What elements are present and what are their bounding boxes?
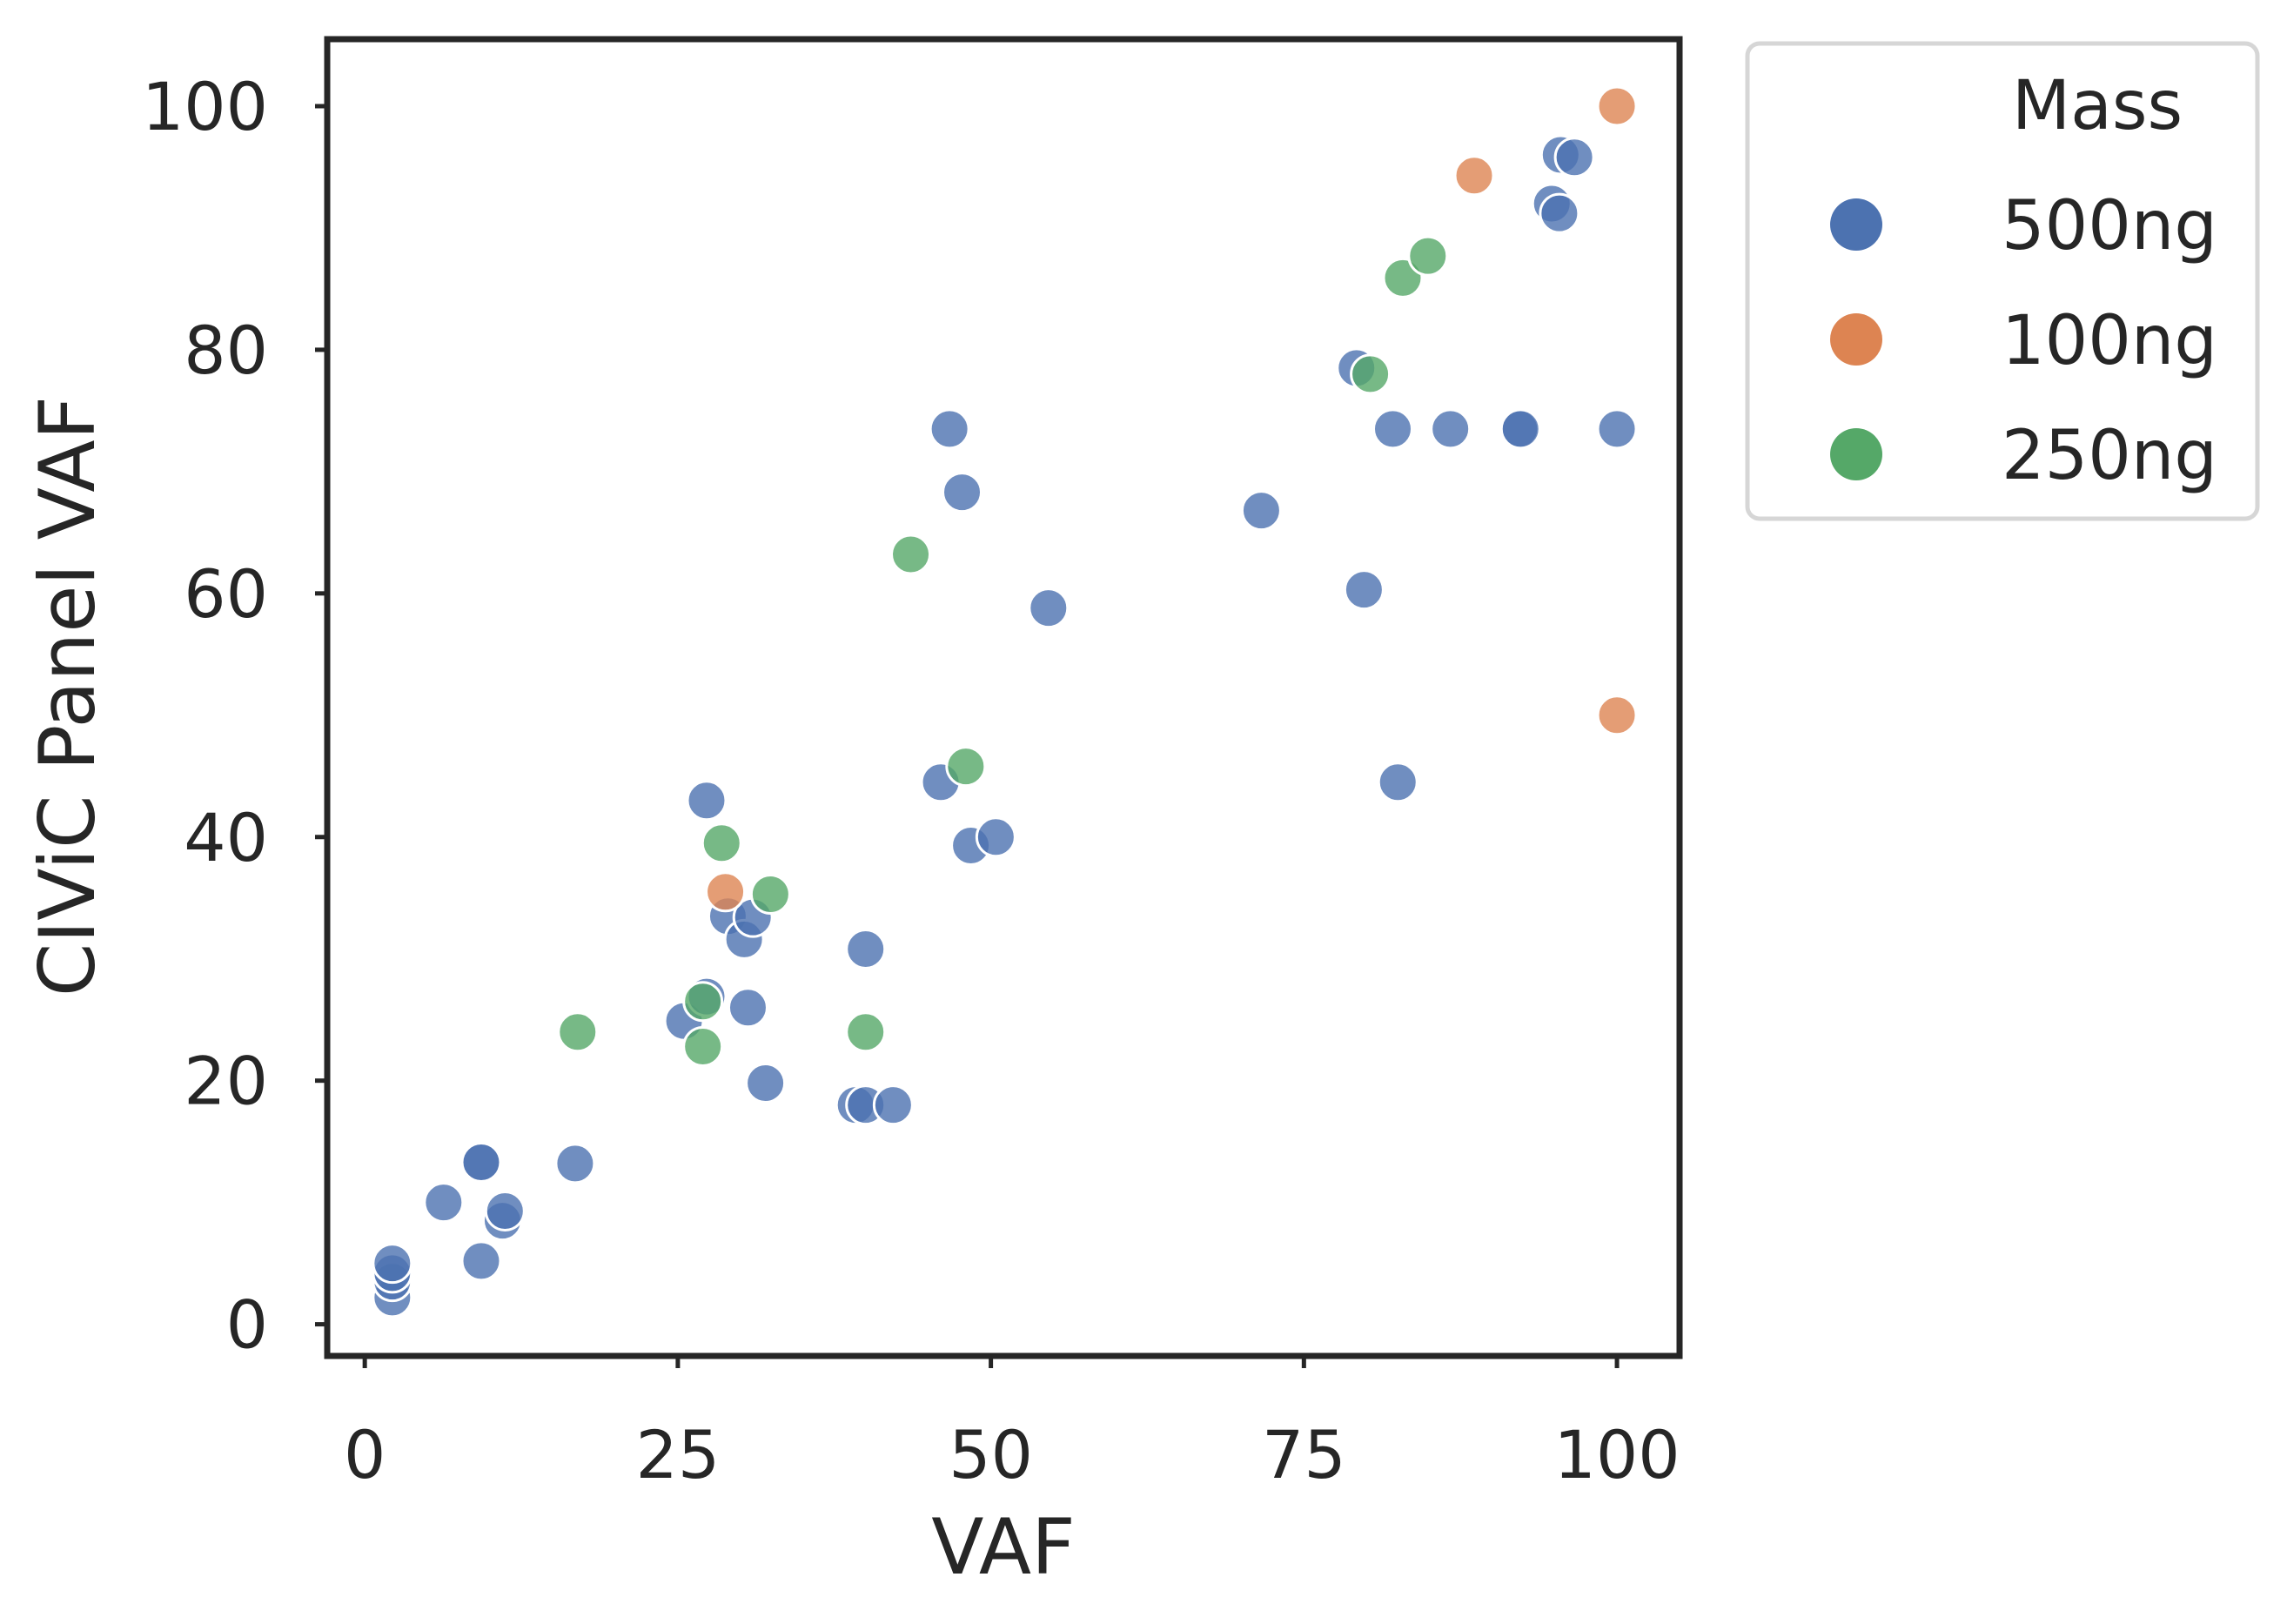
data-point-250ng-10 — [1407, 235, 1449, 277]
data-point-100ng-0 — [705, 871, 747, 913]
data-point-100ng-1 — [1453, 155, 1495, 197]
y-tick-label: 20 — [184, 1043, 268, 1120]
data-point-500ng-4 — [423, 1182, 465, 1224]
data-point-500ng-9 — [484, 1190, 526, 1231]
legend-label: 500ng — [2002, 187, 2217, 265]
data-point-500ng-24 — [929, 408, 970, 450]
data-point-250ng-6 — [890, 534, 932, 575]
series-100ng — [705, 85, 1638, 913]
x-tick-label: 75 — [1262, 1416, 1346, 1493]
y-tick-label: 80 — [184, 312, 268, 389]
legend-marker — [1830, 428, 1882, 480]
data-point-500ng-16 — [727, 987, 768, 1029]
data-point-250ng-3 — [701, 822, 742, 864]
legend-entry-100ng: 100ng — [1830, 302, 2217, 380]
data-point-500ng-31 — [1343, 569, 1385, 611]
data-point-500ng-13 — [686, 780, 728, 822]
legend-entry-500ng: 500ng — [1830, 187, 2217, 265]
legend-box — [1745, 41, 2260, 521]
data-point-250ng-1 — [682, 981, 724, 1023]
data-point-500ng-38 — [1539, 192, 1580, 234]
legend-entry-250ng: 250ng — [1830, 417, 2217, 495]
x-tick-label: 100 — [1554, 1416, 1680, 1493]
data-point-500ng-22 — [872, 1084, 914, 1126]
y-tick-label: 40 — [184, 799, 268, 876]
y-tick-label: 60 — [184, 555, 268, 633]
y-tick-label: 100 — [142, 68, 268, 145]
data-point-500ng-34 — [1430, 408, 1472, 450]
x-tick-label: 25 — [636, 1416, 721, 1493]
data-point-500ng-29 — [1240, 490, 1282, 532]
data-point-500ng-5 — [460, 1240, 502, 1282]
data-point-250ng-5 — [845, 1011, 887, 1053]
data-point-500ng-33 — [1377, 762, 1418, 803]
data-point-250ng-4 — [749, 874, 791, 916]
legend-title: Mass — [2012, 67, 2183, 145]
legend-marker — [1830, 313, 1882, 366]
data-point-500ng-3 — [372, 1243, 413, 1285]
data-point-500ng-36 — [1499, 408, 1541, 450]
data-point-100ng-3 — [1596, 695, 1638, 736]
data-point-500ng-41 — [1596, 408, 1638, 450]
legend-label: 100ng — [2002, 302, 2217, 380]
data-point-250ng-0 — [557, 1011, 599, 1053]
legend-entries: 500ng 100ng 250ng — [1830, 187, 2217, 495]
data-point-500ng-25 — [942, 472, 983, 513]
x-axis-ticks: 0 25 50 75 100 — [344, 1356, 1680, 1493]
x-tick-label: 0 — [344, 1416, 386, 1493]
data-point-250ng-8 — [1350, 353, 1392, 395]
x-axis-label: VAF — [931, 1502, 1075, 1592]
data-point-500ng-28 — [1028, 587, 1070, 629]
legend-label: 250ng — [2002, 417, 2217, 495]
plot-frame — [324, 36, 1683, 1359]
series-500ng — [372, 134, 1638, 1319]
data-point-100ng-2 — [1596, 85, 1638, 127]
data-point-500ng-27 — [975, 816, 1016, 858]
y-axis-label: CIViC Panel VAF — [23, 396, 112, 997]
legend: Mass 500ng 100ng 250ng — [1745, 41, 2260, 521]
legend-marker — [1830, 198, 1882, 251]
y-axis-ticks: 0 20 40 60 80 100 — [142, 68, 327, 1364]
data-point-500ng-32 — [1372, 408, 1413, 450]
data-point-500ng-7 — [460, 1141, 502, 1183]
data-point-500ng-40 — [1553, 137, 1595, 178]
series-250ng — [557, 235, 1449, 1067]
data-point-500ng-21 — [845, 929, 887, 970]
data-point-250ng-2 — [682, 1025, 724, 1067]
data-point-500ng-18 — [745, 1062, 787, 1104]
x-tick-label: 50 — [949, 1416, 1033, 1493]
points-layer — [372, 85, 1638, 1319]
data-point-500ng-10 — [554, 1143, 596, 1184]
y-tick-label: 0 — [226, 1286, 268, 1364]
data-point-250ng-7 — [945, 746, 987, 788]
